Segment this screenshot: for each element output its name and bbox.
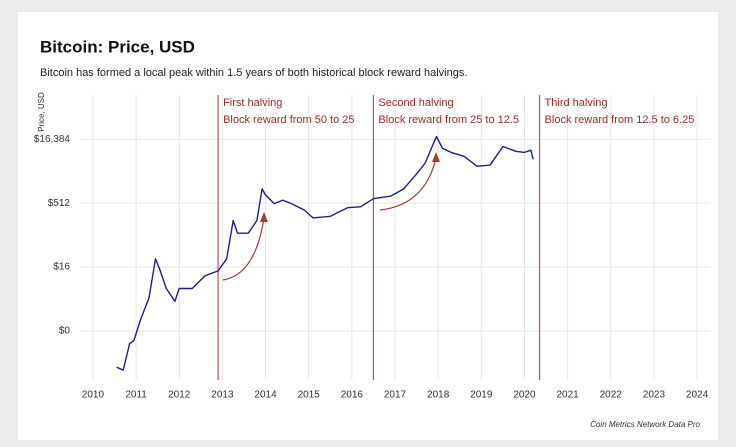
y-tick-label: $16	[53, 262, 70, 273]
chart-subtitle: Bitcoin has formed a local peak within 1…	[40, 67, 467, 79]
arrow	[222, 217, 265, 281]
x-tick-label: 2012	[168, 390, 191, 401]
halving-detail: Block reward from 50 to 25	[223, 114, 354, 126]
halving-label: First halving	[223, 97, 282, 109]
y-tick-label: $512	[48, 198, 71, 209]
x-tick-label: 2017	[384, 390, 407, 401]
halving-detail: Block reward from 25 to 12.5	[378, 114, 519, 126]
x-tick-label: 2019	[470, 390, 493, 401]
halving-label: Third halving	[545, 97, 608, 109]
grid	[80, 95, 710, 380]
x-tick-label: 2014	[254, 390, 277, 401]
x-tick-label: 2011	[125, 390, 147, 401]
x-tick-label: 2015	[298, 390, 321, 401]
arrowhead	[432, 152, 440, 162]
y-axis-label: Price, USD	[37, 92, 46, 132]
halving-label: Second halving	[378, 97, 453, 109]
x-tick-label: 2018	[427, 390, 450, 401]
x-tick-label: 2022	[600, 390, 623, 401]
marks	[116, 95, 541, 380]
x-tick-label: 2020	[513, 390, 536, 401]
x-tick-label: 2016	[341, 390, 364, 401]
price-line	[116, 135, 534, 371]
halving-detail: Block reward from 12.5 to 6.25	[545, 114, 695, 126]
panel	[18, 12, 718, 440]
y-tick-label: $16,384	[34, 134, 71, 145]
x-tick-label: 2024	[686, 390, 709, 401]
y-tick-label: $0	[59, 326, 71, 337]
x-tick-label: 2023	[643, 390, 666, 401]
source: Coin Metrics Network Data Pro	[590, 420, 700, 429]
arrows	[222, 157, 437, 281]
chart-title: Bitcoin: Price, USD	[40, 37, 195, 56]
x-tick-label: 2010	[82, 390, 105, 401]
arrow	[379, 157, 437, 211]
arrowheads	[260, 152, 440, 222]
x-tick-label: 2021	[556, 390, 579, 401]
arrowhead	[260, 212, 268, 222]
x-tick-label: 2013	[211, 390, 234, 401]
